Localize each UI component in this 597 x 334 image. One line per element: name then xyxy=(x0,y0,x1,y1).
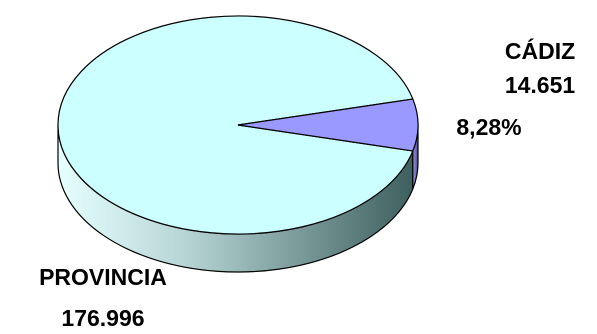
label-provincia-name: PROVINCIA xyxy=(39,264,167,290)
slice-top-cadiz xyxy=(237,98,419,152)
label-provincia-value: 176.996 xyxy=(61,305,144,331)
label-cadiz-name: CÁDIZ xyxy=(505,37,575,64)
label-cadiz-value: 14.651 xyxy=(505,72,576,98)
label-cadiz-percent: 8,28% xyxy=(456,114,521,140)
slice-top-provincia xyxy=(57,15,414,235)
